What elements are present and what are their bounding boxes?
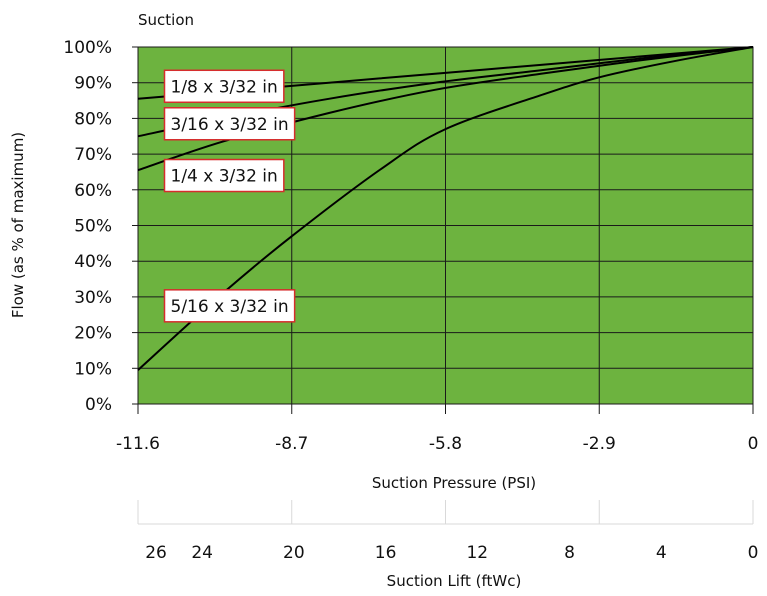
y-tick-label: 40% [74, 252, 112, 272]
series-label: 1/4 x 3/32 in [163, 158, 285, 193]
y-tick-label: 60% [74, 181, 112, 201]
secondary-x-tick-label: 16 [375, 543, 397, 563]
secondary-x-tick-label: 24 [191, 543, 213, 563]
series-label-box [163, 289, 296, 323]
secondary-x-axis: 26 24 20 16 12 8 4 0 [137, 500, 759, 563]
secondary-x-tick-label: 0 [748, 543, 759, 563]
series-label-box [163, 158, 285, 193]
series-line [137, 46, 754, 371]
series-label-text: 1/8 x 3/32 in [171, 77, 278, 97]
x-tick-label: -5.8 [429, 434, 462, 454]
y-tick-label: 10% [74, 359, 112, 379]
series-labels: 1/8 x 3/32 in 3/16 x 3/32 in 1/4 x 3/32 in… [163, 69, 296, 323]
series-line [137, 46, 754, 172]
y-tick-label: 70% [74, 145, 112, 165]
series-label-box [163, 107, 296, 141]
y-axis: 0% 10% 20% 30% 40% 50% 60% 70% 80% 90% 100% [63, 38, 138, 415]
series-label: 1/8 x 3/32 in [163, 69, 285, 104]
y-axis-title: Flow (as % of maximum) [9, 132, 27, 318]
secondary-x-tick-label: 20 [283, 543, 305, 563]
series-label: 5/16 x 3/32 in [163, 289, 296, 323]
y-tick-label: 100% [63, 38, 112, 58]
x-tick-label: -11.6 [116, 434, 160, 454]
y-tick-label: 20% [74, 324, 112, 344]
x-axis: -11.6 -8.7 -5.8 -2.9 0 [116, 404, 758, 454]
x-axis-title: Suction Pressure (PSI) [372, 474, 536, 492]
chart-title: Suction [138, 11, 194, 29]
series-label: 3/16 x 3/32 in [163, 107, 296, 141]
x-tick-label: -2.9 [583, 434, 616, 454]
secondary-x-tick-label: 26 [145, 543, 167, 563]
secondary-x-tick-label: 12 [466, 543, 488, 563]
y-tick-label: 30% [74, 288, 112, 308]
x-tick-label: 0 [748, 434, 759, 454]
y-tick-label: 90% [74, 74, 112, 94]
secondary-x-tick-label: 8 [564, 543, 575, 563]
series-label-text: 3/16 x 3/32 in [171, 115, 289, 135]
y-tick-label: 50% [74, 217, 112, 237]
secondary-x-axis-title: Suction Lift (ftWc) [387, 572, 522, 590]
series-label-text: 1/4 x 3/32 in [171, 167, 278, 187]
secondary-x-tick-label: 4 [656, 543, 667, 563]
series-label-text: 5/16 x 3/32 in [171, 297, 289, 317]
x-tick-label: -8.7 [275, 434, 308, 454]
y-tick-label: 80% [74, 109, 112, 129]
y-tick-label: 0% [85, 395, 112, 415]
series-label-box [163, 69, 285, 104]
